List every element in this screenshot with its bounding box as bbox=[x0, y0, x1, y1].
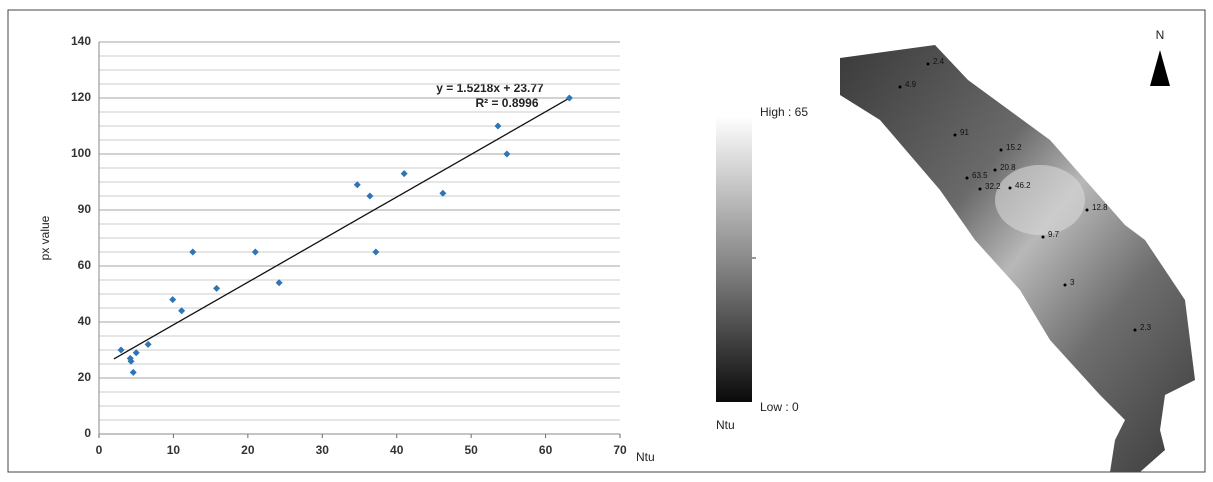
y-tick-label: 60 bbox=[78, 258, 92, 272]
map-area bbox=[840, 45, 1195, 472]
colorbar-low: Low : 0 bbox=[760, 400, 799, 414]
map-label: 63.5 bbox=[972, 171, 988, 180]
y-tick-label: 100 bbox=[71, 146, 91, 160]
map-label: 12.8 bbox=[1092, 203, 1108, 212]
x-tick-label: 50 bbox=[464, 443, 478, 457]
point bbox=[372, 248, 380, 256]
y-tick-label: 120 bbox=[71, 90, 91, 104]
x-tick-label: 40 bbox=[390, 443, 404, 457]
colorbar bbox=[716, 116, 752, 402]
point bbox=[127, 357, 135, 365]
point bbox=[189, 248, 197, 256]
point bbox=[439, 189, 447, 197]
y-tick-label: 0 bbox=[84, 426, 91, 440]
point bbox=[144, 340, 152, 348]
point bbox=[494, 122, 502, 130]
point bbox=[400, 170, 408, 178]
colorbar-title: Ntu bbox=[716, 418, 735, 432]
point bbox=[132, 349, 140, 357]
map-label: 4.9 bbox=[905, 80, 917, 89]
map-sample-point bbox=[993, 168, 997, 172]
trend-r-squared: R² = 0.8996 bbox=[475, 96, 538, 110]
map-sample-point bbox=[1085, 208, 1089, 212]
point bbox=[251, 248, 259, 256]
map-label: 9.7 bbox=[1048, 230, 1060, 239]
map-label: 20.8 bbox=[1000, 163, 1016, 172]
map-label: 2.3 bbox=[1140, 323, 1152, 332]
map-label: 46.2 bbox=[1015, 181, 1031, 190]
trend-equation: y = 1.5218x + 23.77 bbox=[436, 81, 544, 95]
point bbox=[353, 181, 361, 189]
x-tick-label: 0 bbox=[96, 443, 103, 457]
map-highlight bbox=[995, 165, 1085, 235]
point bbox=[366, 192, 374, 200]
x-axis-label: Ntu bbox=[636, 450, 655, 464]
x-tick-label: 60 bbox=[539, 443, 553, 457]
map-label: 32.2 bbox=[985, 182, 1001, 191]
north-arrow bbox=[1150, 50, 1170, 86]
map-sample-point bbox=[999, 148, 1003, 152]
point bbox=[117, 346, 125, 354]
x-tick-label: 30 bbox=[316, 443, 330, 457]
map-label: 2.4 bbox=[933, 57, 945, 66]
trendline bbox=[113, 96, 572, 360]
point bbox=[169, 296, 177, 304]
map-sample-point bbox=[953, 133, 957, 137]
x-tick-label: 20 bbox=[241, 443, 255, 457]
map-label: 15.2 bbox=[1006, 143, 1022, 152]
map-sample-point bbox=[965, 176, 969, 180]
map-sample-point bbox=[978, 187, 982, 191]
north-label: N bbox=[1156, 28, 1165, 42]
point bbox=[275, 279, 283, 287]
map-sample-point bbox=[1041, 235, 1045, 239]
y-tick-label: 20 bbox=[78, 370, 92, 384]
frame bbox=[7, 9, 1206, 473]
y-tick-label: 90 bbox=[78, 202, 92, 216]
x-tick-label: 70 bbox=[613, 443, 627, 457]
map-sample-point bbox=[1063, 283, 1067, 287]
colorbar-high: High : 65 bbox=[760, 105, 808, 119]
map-sample-point bbox=[898, 85, 902, 89]
point bbox=[129, 368, 137, 376]
y-tick-label: 140 bbox=[71, 34, 91, 48]
x-tick-label: 10 bbox=[167, 443, 181, 457]
y-axis-label: px value bbox=[38, 215, 52, 260]
point bbox=[565, 94, 573, 102]
map-sample-point bbox=[1133, 328, 1137, 332]
point bbox=[503, 150, 511, 158]
point bbox=[213, 284, 221, 292]
y-tick-label: 40 bbox=[78, 314, 92, 328]
map-sample-point bbox=[1008, 186, 1012, 190]
map-sample-point bbox=[926, 62, 930, 66]
point bbox=[178, 307, 186, 315]
map-label: 91 bbox=[960, 128, 969, 137]
map-label: 3 bbox=[1070, 278, 1075, 287]
